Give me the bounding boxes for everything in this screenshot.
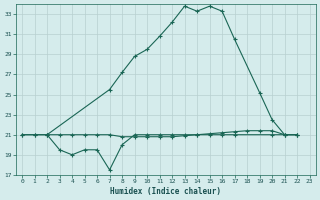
X-axis label: Humidex (Indice chaleur): Humidex (Indice chaleur) xyxy=(110,187,221,196)
